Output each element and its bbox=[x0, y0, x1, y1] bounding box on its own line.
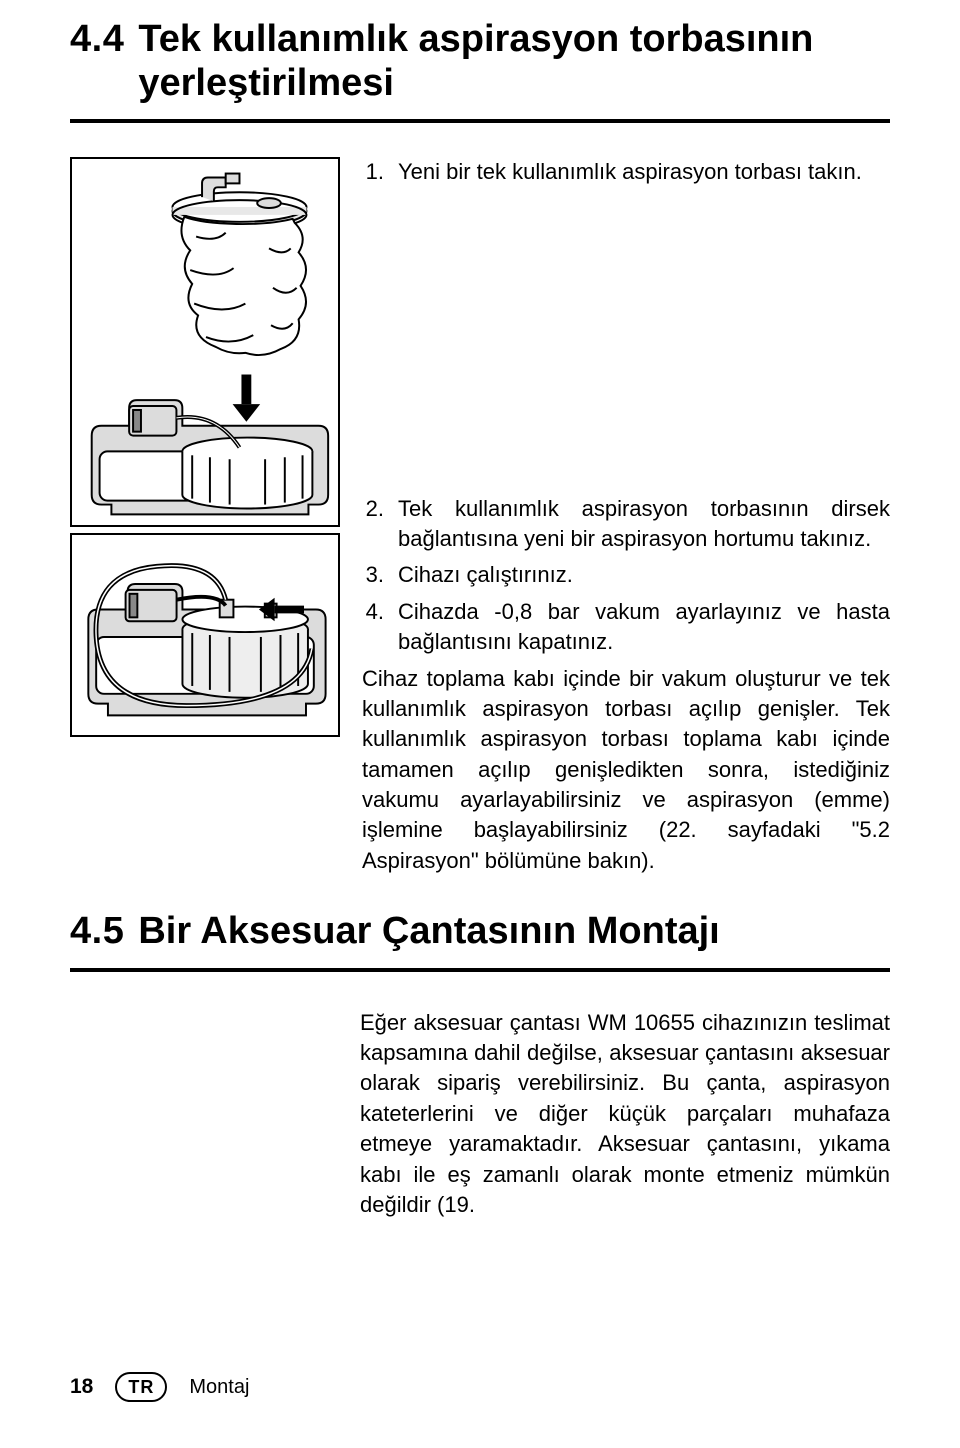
figure-1 bbox=[70, 157, 340, 527]
spacer bbox=[362, 194, 890, 494]
section-title-line2: yerleştirilmesi bbox=[138, 62, 813, 106]
step-number: 4. bbox=[362, 597, 384, 658]
footer-label: Montaj bbox=[189, 1376, 249, 1399]
page-footer: 18 TR Montaj bbox=[70, 1372, 249, 1402]
section-title-line1: Tek kullanımlık aspirasyon torbasının bbox=[138, 18, 813, 60]
page-number: 18 bbox=[70, 1375, 93, 1399]
section-number: 4.4 bbox=[70, 18, 124, 62]
section-number: 4.5 bbox=[70, 910, 124, 954]
section-4-5: 4.5 Bir Aksesuar Çantasının Montajı Eğer… bbox=[70, 910, 890, 1220]
step-1: 1. Yeni bir tek kullanımlık aspirasyon t… bbox=[362, 157, 890, 187]
section-4-5-paragraph: Eğer aksesuar çantası WM 10655 cihazınız… bbox=[360, 1008, 890, 1221]
content-row: 1. Yeni bir tek kullanımlık aspirasyon t… bbox=[70, 157, 890, 876]
figure-1-illustration bbox=[72, 159, 338, 525]
explanatory-paragraph: Cihaz toplama kabı içinde bir vakum oluş… bbox=[362, 664, 890, 877]
step-number: 3. bbox=[362, 560, 384, 590]
step-text: Cihazda -0,8 bar vakum ayarlayınız ve ha… bbox=[398, 597, 890, 658]
step-number: 1. bbox=[362, 157, 384, 187]
figure-column bbox=[70, 157, 340, 876]
section-4-5-heading: 4.5 Bir Aksesuar Çantasının Montajı bbox=[70, 910, 890, 954]
step-text: Cihazı çalıştırınız. bbox=[398, 560, 890, 590]
section-4-4-heading: 4.4 Tek kullanımlık aspirasyon torbasını… bbox=[70, 18, 890, 105]
text-column: 1. Yeni bir tek kullanımlık aspirasyon t… bbox=[362, 157, 890, 876]
section-title: Tek kullanımlık aspirasyon torbasının ye… bbox=[138, 18, 813, 105]
step-2: 2. Tek kullanımlık aspirasyon torbasının… bbox=[362, 494, 890, 555]
step-4: 4. Cihazda -0,8 bar vakum ayarlayınız ve… bbox=[362, 597, 890, 658]
step-3: 3. Cihazı çalıştırınız. bbox=[362, 560, 890, 590]
figure-2-illustration bbox=[72, 535, 338, 735]
section-title: Bir Aksesuar Çantasının Montajı bbox=[138, 910, 719, 954]
step-number: 2. bbox=[362, 494, 384, 555]
heading-rule bbox=[70, 119, 890, 123]
heading-rule bbox=[70, 968, 890, 972]
step-text: Yeni bir tek kullanımlık aspirasyon torb… bbox=[398, 157, 890, 187]
figure-2 bbox=[70, 533, 340, 737]
language-badge: TR bbox=[115, 1372, 167, 1402]
step-text: Tek kullanımlık aspirasyon torbasının di… bbox=[398, 494, 890, 555]
page: 4.4 Tek kullanımlık aspirasyon torbasını… bbox=[0, 0, 960, 1448]
